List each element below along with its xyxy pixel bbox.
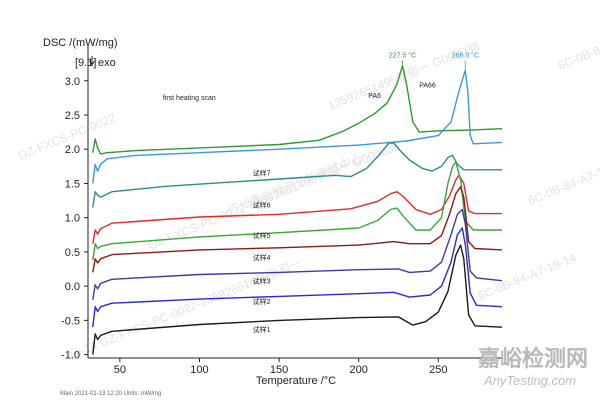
sample-label: 试样3 — [253, 276, 271, 285]
watermark-text: 6C-0B-84-A7-19-14 — [476, 250, 579, 302]
watermark-text: 19-14 GZ-FXCS-PC-0022-13592651495张辰一 — [66, 256, 304, 363]
scan-label: first heating scan — [163, 95, 216, 102]
series-line-sample-1 — [92, 244, 503, 355]
y-tick-label: 0.5 — [65, 247, 80, 259]
watermark-text: 6C-0B-84-A7-19-14 — [556, 20, 600, 72]
pa66-label: PA66 — [419, 83, 436, 90]
brand-watermark-cn: 嘉峪检测网 — [478, 346, 588, 371]
sample-label: 试样4 — [253, 253, 271, 262]
watermark-text: 6C-0B-84-A7-19-14 — [526, 155, 600, 207]
watermark-layer: 13592651495张辰一 G000038 6C-0B-84-A7-19-14 G… — [16, 20, 600, 362]
exo-arrow-icon — [89, 56, 95, 66]
watermark-text: GZ-FXCS-PC-0022-13592651495张辰一 G000038 — [146, 138, 402, 252]
sample-label: 试样6 — [253, 200, 271, 209]
x-tick-label: 100 — [190, 364, 208, 376]
series-line-sample-3 — [92, 208, 503, 300]
watermark-text: 13592651495张辰一 G000038 — [326, 39, 482, 113]
pa66-peak-label: 266.9 °C — [452, 52, 479, 60]
x-tick-label: 150 — [270, 364, 288, 376]
pa6-label: PA6 — [368, 93, 381, 100]
x-tick-label: 50 — [114, 364, 126, 376]
sample-label: 试样2 — [253, 297, 271, 306]
sample-label: 试样5 — [253, 231, 271, 240]
y-tick-label: 1.5 — [65, 178, 80, 190]
y-axis-bracket-label: [9.1] — [75, 57, 96, 69]
series-line-sample-2 — [92, 227, 503, 328]
y-tick-label: -0.5 — [61, 315, 80, 327]
series-line-pa66 — [92, 69, 503, 184]
y-tick-label: -1.0 — [61, 350, 80, 362]
footer-note: Main 2021-01-13 12:20 Units: mW/mg — [60, 391, 161, 397]
x-tick-label: 200 — [350, 364, 368, 376]
annotation-layer: 试样7 试样6 试样5 试样4 试样3 试样2 试样1 — [253, 60, 466, 334]
y-tick-label: 3.0 — [65, 76, 80, 88]
y-tick-label: 2.5 — [65, 110, 80, 122]
pa6-peak-label: 227.5 °C — [389, 52, 416, 60]
series-layer — [92, 65, 503, 355]
y-tick-label: 0.0 — [65, 281, 80, 293]
y-axis-label: DSC /(mW/mg) — [43, 37, 118, 49]
series-line-pa6 — [92, 65, 503, 155]
series-line-sample-7 — [92, 142, 502, 208]
sample-label: 试样1 — [253, 325, 271, 334]
y-tick-label: 2.0 — [65, 144, 80, 156]
x-tick-label: 250 — [429, 364, 447, 376]
axes-layer: -1.0 -0.5 0.0 0.5 1.0 1.5 2.0 2.5 3.0 50 100 150 200… — [61, 46, 502, 376]
sample-label: 试样7 — [253, 168, 271, 177]
x-axis-label: Temperature /°C — [256, 375, 336, 387]
brand-watermark-url: AnyTesting.com — [483, 373, 576, 388]
series-line-sample-5 — [92, 160, 502, 261]
y-tick-label: 1.0 — [65, 213, 80, 225]
series-line-sample-6 — [92, 174, 502, 244]
exo-label: exo — [98, 57, 116, 69]
series-line-sample-4 — [92, 186, 503, 273]
